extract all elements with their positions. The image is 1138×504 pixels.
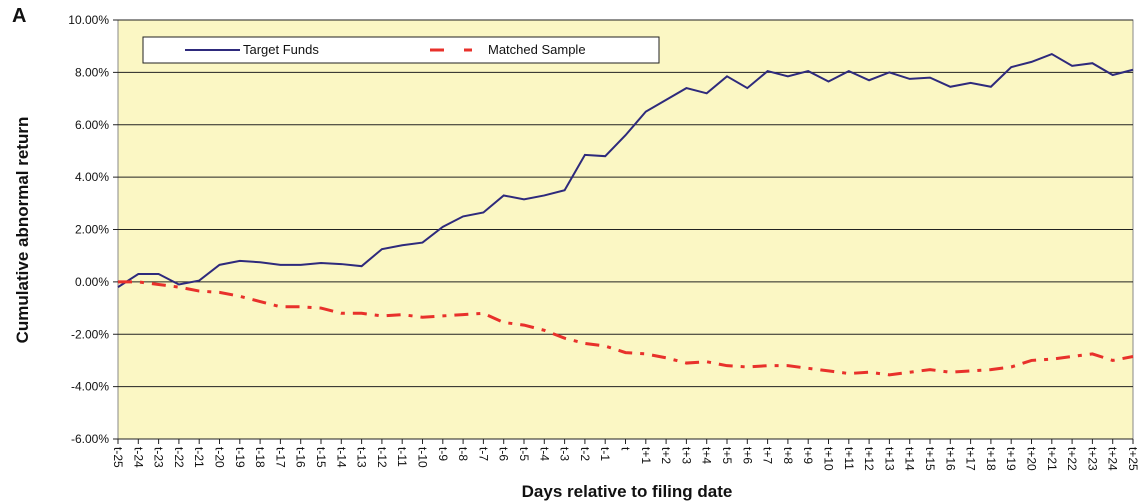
x-tick-label: t-25 (111, 447, 125, 468)
x-tick-label: t+12 (862, 447, 876, 471)
x-tick-label: t+21 (1045, 447, 1059, 471)
x-tick-label: t-11 (395, 447, 409, 467)
legend-label: Target Funds (243, 42, 319, 57)
x-tick-label: t+18 (984, 447, 998, 471)
x-tick-label: t+16 (943, 447, 957, 471)
x-tick-label: t+23 (1085, 447, 1099, 471)
x-tick-label: t (619, 447, 633, 451)
x-tick-label: t-21 (192, 447, 206, 468)
x-tick-label: t-10 (416, 447, 430, 468)
y-tick-label: 10.00% (68, 13, 109, 27)
x-tick-label: t-23 (152, 447, 166, 468)
y-tick-label: -4.00% (71, 380, 109, 394)
x-tick-label: t+20 (1025, 447, 1039, 471)
line-series (117, 52, 1134, 288)
x-tick-label: t+19 (1004, 447, 1018, 471)
x-tick-label: t+3 (679, 447, 693, 464)
x-tick-label: t-12 (375, 447, 389, 468)
x-tick-label: t-3 (558, 447, 572, 461)
y-tick-label: 2.00% (75, 223, 109, 237)
x-tick-label: t+15 (923, 447, 937, 471)
x-tick-label: t-16 (294, 447, 308, 468)
y-axis-title: Cumulative abnormal return (13, 117, 32, 344)
y-tick-label: 0.00% (75, 275, 109, 289)
x-tick-label: t+6 (740, 447, 754, 464)
x-tick-label: t-20 (213, 447, 227, 468)
x-tick-label: t+1 (639, 447, 653, 464)
x-tick-label: t-24 (131, 447, 145, 468)
y-tick-label: 8.00% (75, 65, 109, 79)
x-tick-label: t-9 (436, 447, 450, 461)
x-tick-label: t+14 (903, 447, 917, 471)
y-tick-label: 4.00% (75, 170, 109, 184)
x-tick-label: t+7 (761, 447, 775, 464)
x-tick-label: t-7 (476, 447, 490, 461)
x-tick-label: t-22 (172, 447, 186, 468)
x-tick-label: t+11 (842, 447, 856, 470)
x-tick-label: t-19 (233, 447, 247, 468)
x-tick-label: t-4 (537, 447, 551, 461)
x-tick-label: t+4 (700, 447, 714, 464)
x-tick-label: t+8 (781, 447, 795, 464)
x-tick-label: t+25 (1126, 447, 1138, 471)
x-tick-label: t+22 (1065, 447, 1079, 471)
x-tick-label: t-15 (314, 447, 328, 468)
x-tick-label: t-5 (517, 447, 531, 461)
x-tick-label: t-1 (598, 447, 612, 461)
x-tick-label: t-8 (456, 447, 470, 461)
line-series (118, 280, 1134, 377)
x-tick-label: t-13 (355, 447, 369, 468)
x-tick-label: t+24 (1106, 447, 1120, 471)
x-tick-label: t-14 (334, 447, 348, 468)
x-tick-label: t-2 (578, 447, 592, 461)
x-tick-label: t-18 (253, 447, 267, 468)
x-tick-label: t-6 (497, 447, 511, 461)
x-axis-title: Days relative to filing date (522, 482, 733, 501)
x-tick-label: t+13 (882, 447, 896, 471)
y-tick-label: 6.00% (75, 118, 109, 132)
x-tick-label: t-17 (273, 447, 287, 468)
x-tick-label: t+2 (659, 447, 673, 464)
x-tick-label: t+5 (720, 447, 734, 464)
x-tick-label: t+17 (964, 447, 978, 471)
y-tick-label: -2.00% (71, 327, 109, 341)
y-tick-label: -6.00% (71, 432, 109, 446)
legend-label: Matched Sample (488, 42, 586, 57)
panel-label: A (12, 5, 26, 27)
x-tick-label: t+9 (801, 447, 815, 464)
x-tick-label: t+10 (822, 447, 836, 471)
